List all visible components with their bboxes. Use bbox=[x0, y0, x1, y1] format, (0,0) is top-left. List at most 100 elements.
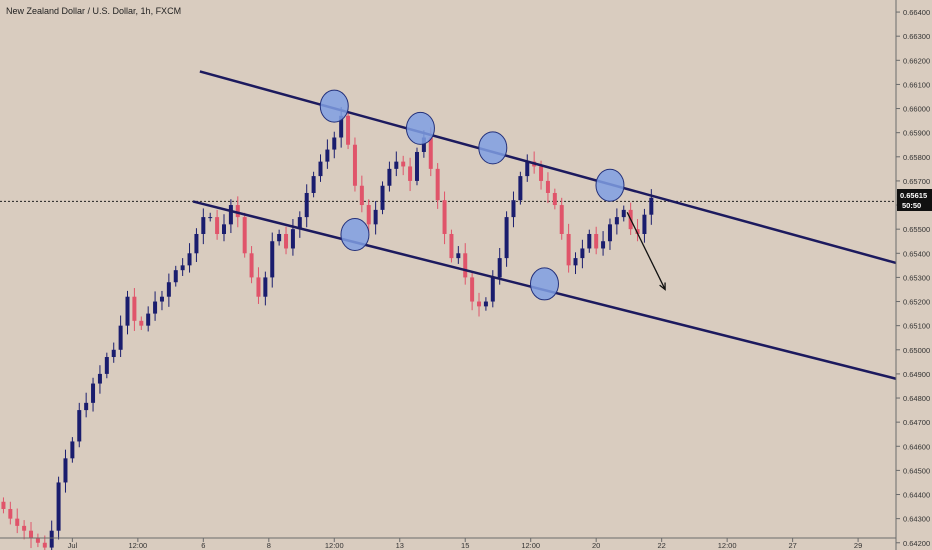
candle-body bbox=[97, 373, 102, 384]
projection-arrow-head bbox=[659, 282, 666, 291]
time-tick-label: 27 bbox=[788, 541, 796, 550]
candle-body bbox=[373, 209, 378, 225]
candle-body bbox=[352, 144, 357, 186]
channel-upper-line[interactable] bbox=[199, 70, 897, 265]
candle-body bbox=[111, 349, 116, 358]
candle-body bbox=[84, 402, 89, 411]
candle-body bbox=[29, 530, 34, 538]
candle-body bbox=[249, 253, 254, 278]
candle-body bbox=[635, 229, 640, 234]
price-tick-label: 0.65900 bbox=[903, 129, 930, 138]
time-tick-label: 12:00 bbox=[718, 541, 737, 550]
candle-body bbox=[545, 180, 550, 193]
time-tick-label: 29 bbox=[854, 541, 862, 550]
candle-body bbox=[580, 248, 585, 259]
projection-arrow[interactable] bbox=[626, 211, 666, 290]
price-tick-label: 0.66300 bbox=[903, 32, 930, 41]
price-tick-label: 0.64200 bbox=[903, 539, 930, 548]
candle-body bbox=[125, 296, 130, 326]
touch-point-marker[interactable] bbox=[478, 131, 508, 165]
candle-body bbox=[277, 233, 282, 242]
candle-body bbox=[607, 224, 612, 242]
candle-body bbox=[525, 161, 530, 177]
time-tick-label: 6 bbox=[201, 541, 205, 550]
candle-body bbox=[566, 233, 571, 266]
time-tick-label: 8 bbox=[267, 541, 271, 550]
candle-body bbox=[159, 296, 164, 302]
candle-body bbox=[401, 161, 406, 167]
candle-body bbox=[483, 301, 488, 307]
candle-body bbox=[194, 233, 199, 254]
candle-body bbox=[228, 205, 233, 225]
candle-body bbox=[166, 282, 171, 297]
candle-body bbox=[297, 217, 302, 230]
candle-body bbox=[139, 320, 144, 326]
candle-body bbox=[449, 233, 454, 259]
candle-body bbox=[366, 205, 371, 225]
price-tick-label: 0.64700 bbox=[903, 418, 930, 427]
touch-point-marker[interactable] bbox=[319, 89, 349, 123]
candle-body bbox=[284, 233, 289, 249]
candle-body bbox=[263, 277, 268, 297]
current-price-badge: 0.65615 50:50 bbox=[897, 189, 932, 211]
touch-point-marker[interactable] bbox=[529, 267, 559, 301]
price-tick-label: 0.66100 bbox=[903, 80, 930, 89]
candle-body bbox=[477, 301, 482, 307]
candle-body bbox=[290, 229, 295, 249]
candle-body bbox=[511, 200, 516, 218]
candle-body bbox=[153, 301, 158, 314]
touch-point-marker[interactable] bbox=[405, 111, 435, 145]
time-tick-label: 22 bbox=[657, 541, 665, 550]
candle-body bbox=[594, 233, 599, 249]
candle-body bbox=[490, 277, 495, 302]
candle-body bbox=[70, 441, 75, 459]
candle-body bbox=[408, 166, 413, 181]
candle-body bbox=[222, 224, 226, 234]
time-axis[interactable]: Jul 12:00 6 8 12:00 13 15 12:00 20 22 12:00 27 29 bbox=[0, 537, 896, 550]
candle-body bbox=[421, 137, 426, 152]
price-tick-label: 0.66000 bbox=[903, 105, 930, 114]
candle-body bbox=[173, 270, 178, 283]
candle-body bbox=[311, 176, 316, 193]
drawing-annotations[interactable] bbox=[192, 70, 897, 380]
candle-body bbox=[601, 241, 606, 249]
time-tick-label: 12:00 bbox=[128, 541, 147, 550]
price-tick-label: 0.64400 bbox=[903, 491, 930, 500]
candle-body bbox=[614, 217, 619, 225]
candle-body bbox=[22, 525, 27, 531]
price-tick-label: 0.64600 bbox=[903, 442, 930, 451]
time-tick-label: 12:00 bbox=[521, 541, 540, 550]
price-tick-label: 0.65200 bbox=[903, 298, 930, 307]
price-tick-label: 0.65000 bbox=[903, 346, 930, 355]
candle-body bbox=[256, 277, 261, 297]
candle-body bbox=[235, 205, 240, 218]
candle-body bbox=[649, 197, 654, 215]
price-tick-label: 0.65700 bbox=[903, 177, 930, 186]
time-tick-label: Jul bbox=[68, 541, 78, 550]
candle-body bbox=[621, 209, 626, 218]
candle-body bbox=[339, 115, 344, 138]
price-tick-label: 0.65400 bbox=[903, 249, 930, 258]
candle-body bbox=[104, 357, 109, 374]
candle-body bbox=[201, 217, 206, 234]
price-axis[interactable]: 0.66400 0.66300 0.66200 0.66100 0.66000 0.659… bbox=[895, 0, 930, 550]
price-badge-bg bbox=[897, 189, 932, 211]
time-tick-label: 15 bbox=[461, 541, 469, 550]
candle-body bbox=[35, 537, 40, 543]
candle-body bbox=[463, 253, 468, 278]
touch-point-marker[interactable] bbox=[340, 217, 370, 251]
candle-body bbox=[435, 168, 440, 201]
candle-body bbox=[470, 277, 475, 302]
candle-body bbox=[325, 149, 330, 162]
touch-point-marker[interactable] bbox=[595, 168, 625, 202]
time-tick-label: 12:00 bbox=[325, 541, 344, 550]
candlestick-series bbox=[1, 107, 654, 550]
candle-body bbox=[518, 176, 523, 201]
candle-body bbox=[187, 253, 192, 266]
candle-body bbox=[573, 258, 578, 266]
candle-body bbox=[15, 518, 20, 526]
price-tick-label: 0.66200 bbox=[903, 56, 930, 65]
candle-body bbox=[504, 217, 509, 259]
candle-body bbox=[180, 265, 185, 271]
